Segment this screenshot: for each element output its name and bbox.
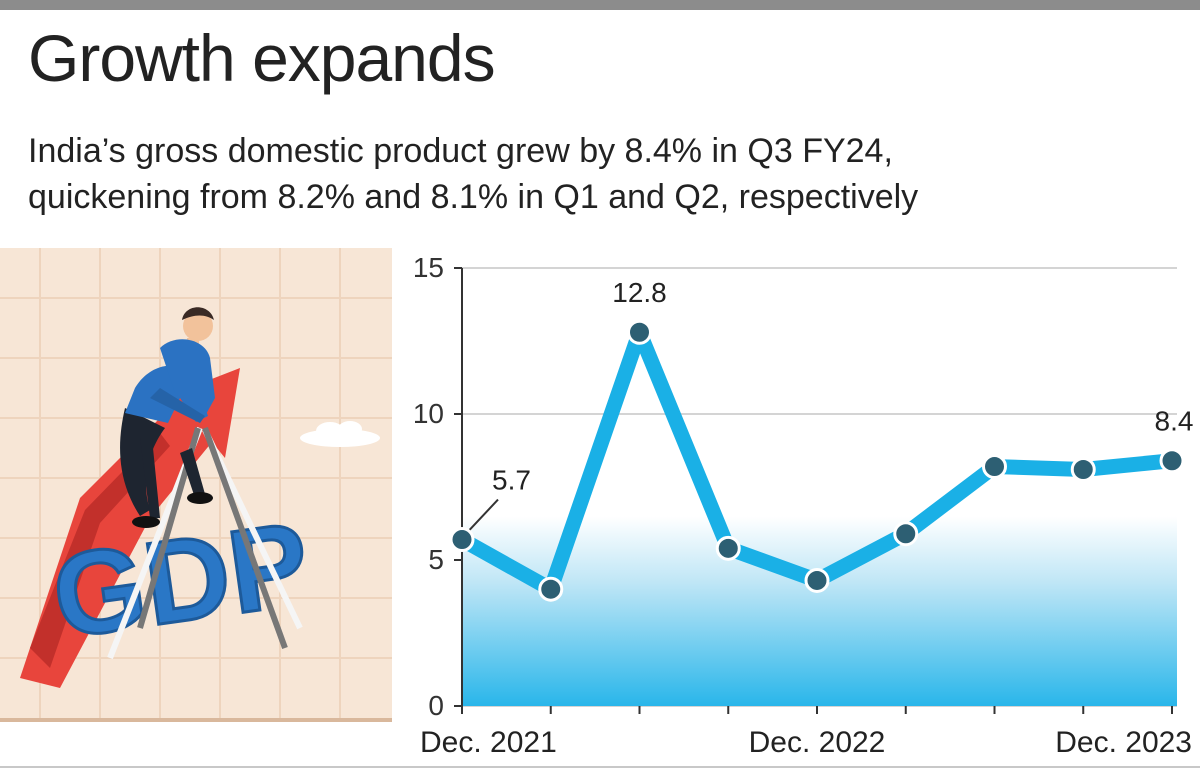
subtitle-line-1: India’s gross domestic product grew by 8…: [28, 132, 893, 170]
data-point: [982, 454, 1007, 480]
data-label: 12.8: [612, 277, 667, 308]
chart-title: Growth expands: [28, 21, 496, 95]
data-point: [627, 319, 652, 345]
ytick-label: 15: [413, 252, 444, 283]
ytick-label: 10: [413, 398, 444, 429]
bottom-divider: [0, 766, 1200, 768]
gdp-growth-line-chart: 0 5 10 15 Dec. 2021 Dec. 2022 Dec. 2023 5.7 12…: [413, 252, 1194, 759]
top-accent-bar: [0, 0, 1200, 10]
data-point: [1070, 456, 1096, 482]
data-point: [1159, 448, 1185, 474]
data-point: [715, 535, 741, 561]
data-label: 5.7: [492, 465, 531, 496]
cloud-icon: [300, 421, 380, 447]
xtick-label: Dec. 2021: [420, 726, 557, 759]
gdp-illustration: GDP: [0, 248, 392, 722]
area-fill: [462, 516, 1177, 706]
data-label: 8.4: [1155, 406, 1194, 437]
subtitle-line-2: quickening from 8.2% and 8.1% in Q1 and …: [28, 178, 919, 216]
data-point: [449, 527, 475, 553]
chart-subtitle: India’s gross domestic product grew by 8…: [28, 128, 1178, 220]
xtick-label: Dec. 2022: [749, 726, 886, 759]
data-point: [538, 576, 564, 602]
growth-arrow-icon: [20, 368, 240, 688]
businessman-icon: [120, 307, 215, 528]
annotation-leader: [467, 498, 499, 533]
data-point: [893, 521, 919, 547]
ytick-label: 5: [428, 544, 444, 575]
xtick-label: Dec. 2023: [1055, 726, 1192, 759]
data-point: [804, 567, 830, 593]
ytick-label: 0: [428, 690, 444, 721]
